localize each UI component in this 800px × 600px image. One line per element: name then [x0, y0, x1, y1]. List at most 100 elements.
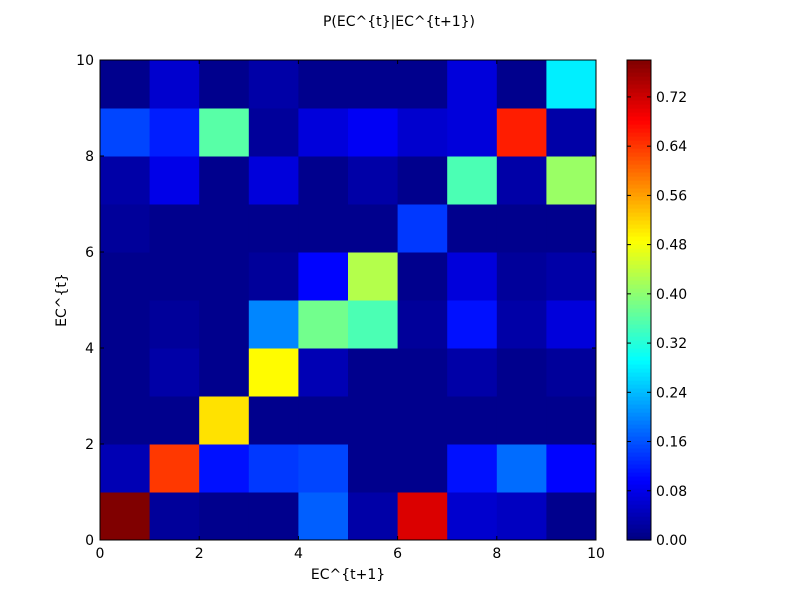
heatmap-cell: [546, 252, 597, 301]
heatmap-cell: [248, 156, 299, 205]
colorbar-segment: [627, 428, 651, 433]
colorbar-segment: [627, 136, 651, 141]
colorbar-segment: [627, 416, 651, 421]
colorbar-segment: [627, 132, 651, 137]
colorbar-segment: [627, 368, 651, 373]
colorbar-segment: [627, 268, 651, 273]
colorbar-segment: [627, 340, 651, 345]
y-tick-label: 0: [85, 533, 94, 549]
heatmap-cell: [100, 444, 151, 493]
heatmap-cell: [149, 348, 200, 397]
colorbar-segment: [627, 312, 651, 317]
heatmap-cell: [348, 60, 399, 109]
heatmap-cell: [248, 348, 299, 397]
colorbar-segment: [627, 92, 651, 97]
colorbar-segment: [627, 184, 651, 189]
heatmap-cell: [100, 396, 151, 445]
y-tick-label: 4: [85, 341, 94, 357]
x-tick-label: 4: [294, 546, 303, 562]
colorbar-segment: [627, 420, 651, 425]
colorbar-segment: [627, 520, 651, 525]
colorbar-segment: [627, 220, 651, 225]
heatmap-cell: [447, 444, 498, 493]
colorbar-segment: [627, 496, 651, 501]
colorbar-segment: [627, 468, 651, 473]
heatmap-cell: [496, 156, 547, 205]
heatmap-cell: [199, 396, 250, 445]
x-axis-ticks: 0 2 4 6 8 10: [96, 60, 605, 562]
colorbar-segment: [627, 160, 651, 165]
colorbar-segment: [627, 152, 651, 157]
heatmap-cell: [298, 204, 349, 253]
heatmap-cell: [248, 444, 299, 493]
colorbar-segment: [627, 456, 651, 461]
colorbar-segment: [627, 140, 651, 145]
colorbar-segment: [627, 476, 651, 481]
heatmap-cell: [248, 204, 299, 253]
heatmap-cell: [397, 396, 448, 445]
heatmap-cell: [397, 348, 448, 397]
y-tick-label: 8: [85, 149, 94, 165]
heatmap-cell: [447, 204, 498, 253]
colorbar-segment: [627, 84, 651, 89]
colorbar-segment: [627, 452, 651, 457]
heatmap-cell: [199, 492, 250, 541]
colorbar-segment: [627, 332, 651, 337]
heatmap-cell: [397, 492, 448, 541]
colorbar-segment: [627, 180, 651, 185]
heatmap-cell: [199, 444, 250, 493]
heatmap-cell: [149, 444, 200, 493]
colorbar-segment: [627, 472, 651, 477]
heatmap-cell: [447, 348, 498, 397]
colorbar-segment: [627, 396, 651, 401]
colorbar: [627, 60, 651, 541]
colorbar-segment: [627, 316, 651, 321]
heatmap-cell: [496, 252, 547, 301]
colorbar-segment: [627, 508, 651, 513]
heatmap-cell: [397, 300, 448, 349]
colorbar-segment: [627, 348, 651, 353]
colorbar-segment: [627, 408, 651, 413]
colorbar-segment: [627, 444, 651, 449]
colorbar-segment: [627, 336, 651, 341]
colorbar-segment: [627, 116, 651, 121]
heatmap-cell: [298, 444, 349, 493]
colorbar-segment: [627, 76, 651, 81]
colorbar-segment: [627, 164, 651, 169]
colorbar-segment: [627, 372, 651, 377]
heatmap-cell: [496, 300, 547, 349]
colorbar-segment: [627, 96, 651, 101]
colorbar-segment: [627, 144, 651, 149]
heatmap-cell: [447, 396, 498, 445]
heatmap-cell: [100, 348, 151, 397]
colorbar-tick-label: 0.24: [656, 385, 687, 401]
heatmap-cell: [546, 348, 597, 397]
colorbar-segment: [627, 320, 651, 325]
chart-title: P(EC^{t}|EC^{t+1}): [323, 14, 475, 30]
colorbar-segment: [627, 524, 651, 529]
x-tick-label: 2: [195, 546, 204, 562]
colorbar-segment: [627, 72, 651, 77]
heatmap-cell: [248, 492, 299, 541]
heatmap-cell: [149, 204, 200, 253]
heatmap-cell: [447, 252, 498, 301]
colorbar-segment: [627, 104, 651, 109]
colorbar-segment: [627, 192, 651, 197]
heatmap-cells: [100, 60, 597, 541]
colorbar-segment: [627, 264, 651, 269]
heatmap-cell: [496, 204, 547, 253]
heatmap-cell: [348, 300, 399, 349]
colorbar-segment: [627, 344, 651, 349]
colorbar-segment: [627, 276, 651, 281]
colorbar-tick-label: 0.00: [656, 533, 687, 549]
colorbar-segment: [627, 212, 651, 217]
colorbar-segment: [627, 460, 651, 465]
colorbar-segment: [627, 88, 651, 93]
colorbar-tick-label: 0.08: [656, 484, 687, 500]
colorbar-segment: [627, 148, 651, 153]
heatmap-cell: [298, 108, 349, 157]
colorbar-tick-label: 0.40: [656, 287, 687, 303]
colorbar-segment: [627, 532, 651, 537]
colorbar-tick-label: 0.16: [656, 435, 687, 451]
heatmap-cell: [248, 108, 299, 157]
